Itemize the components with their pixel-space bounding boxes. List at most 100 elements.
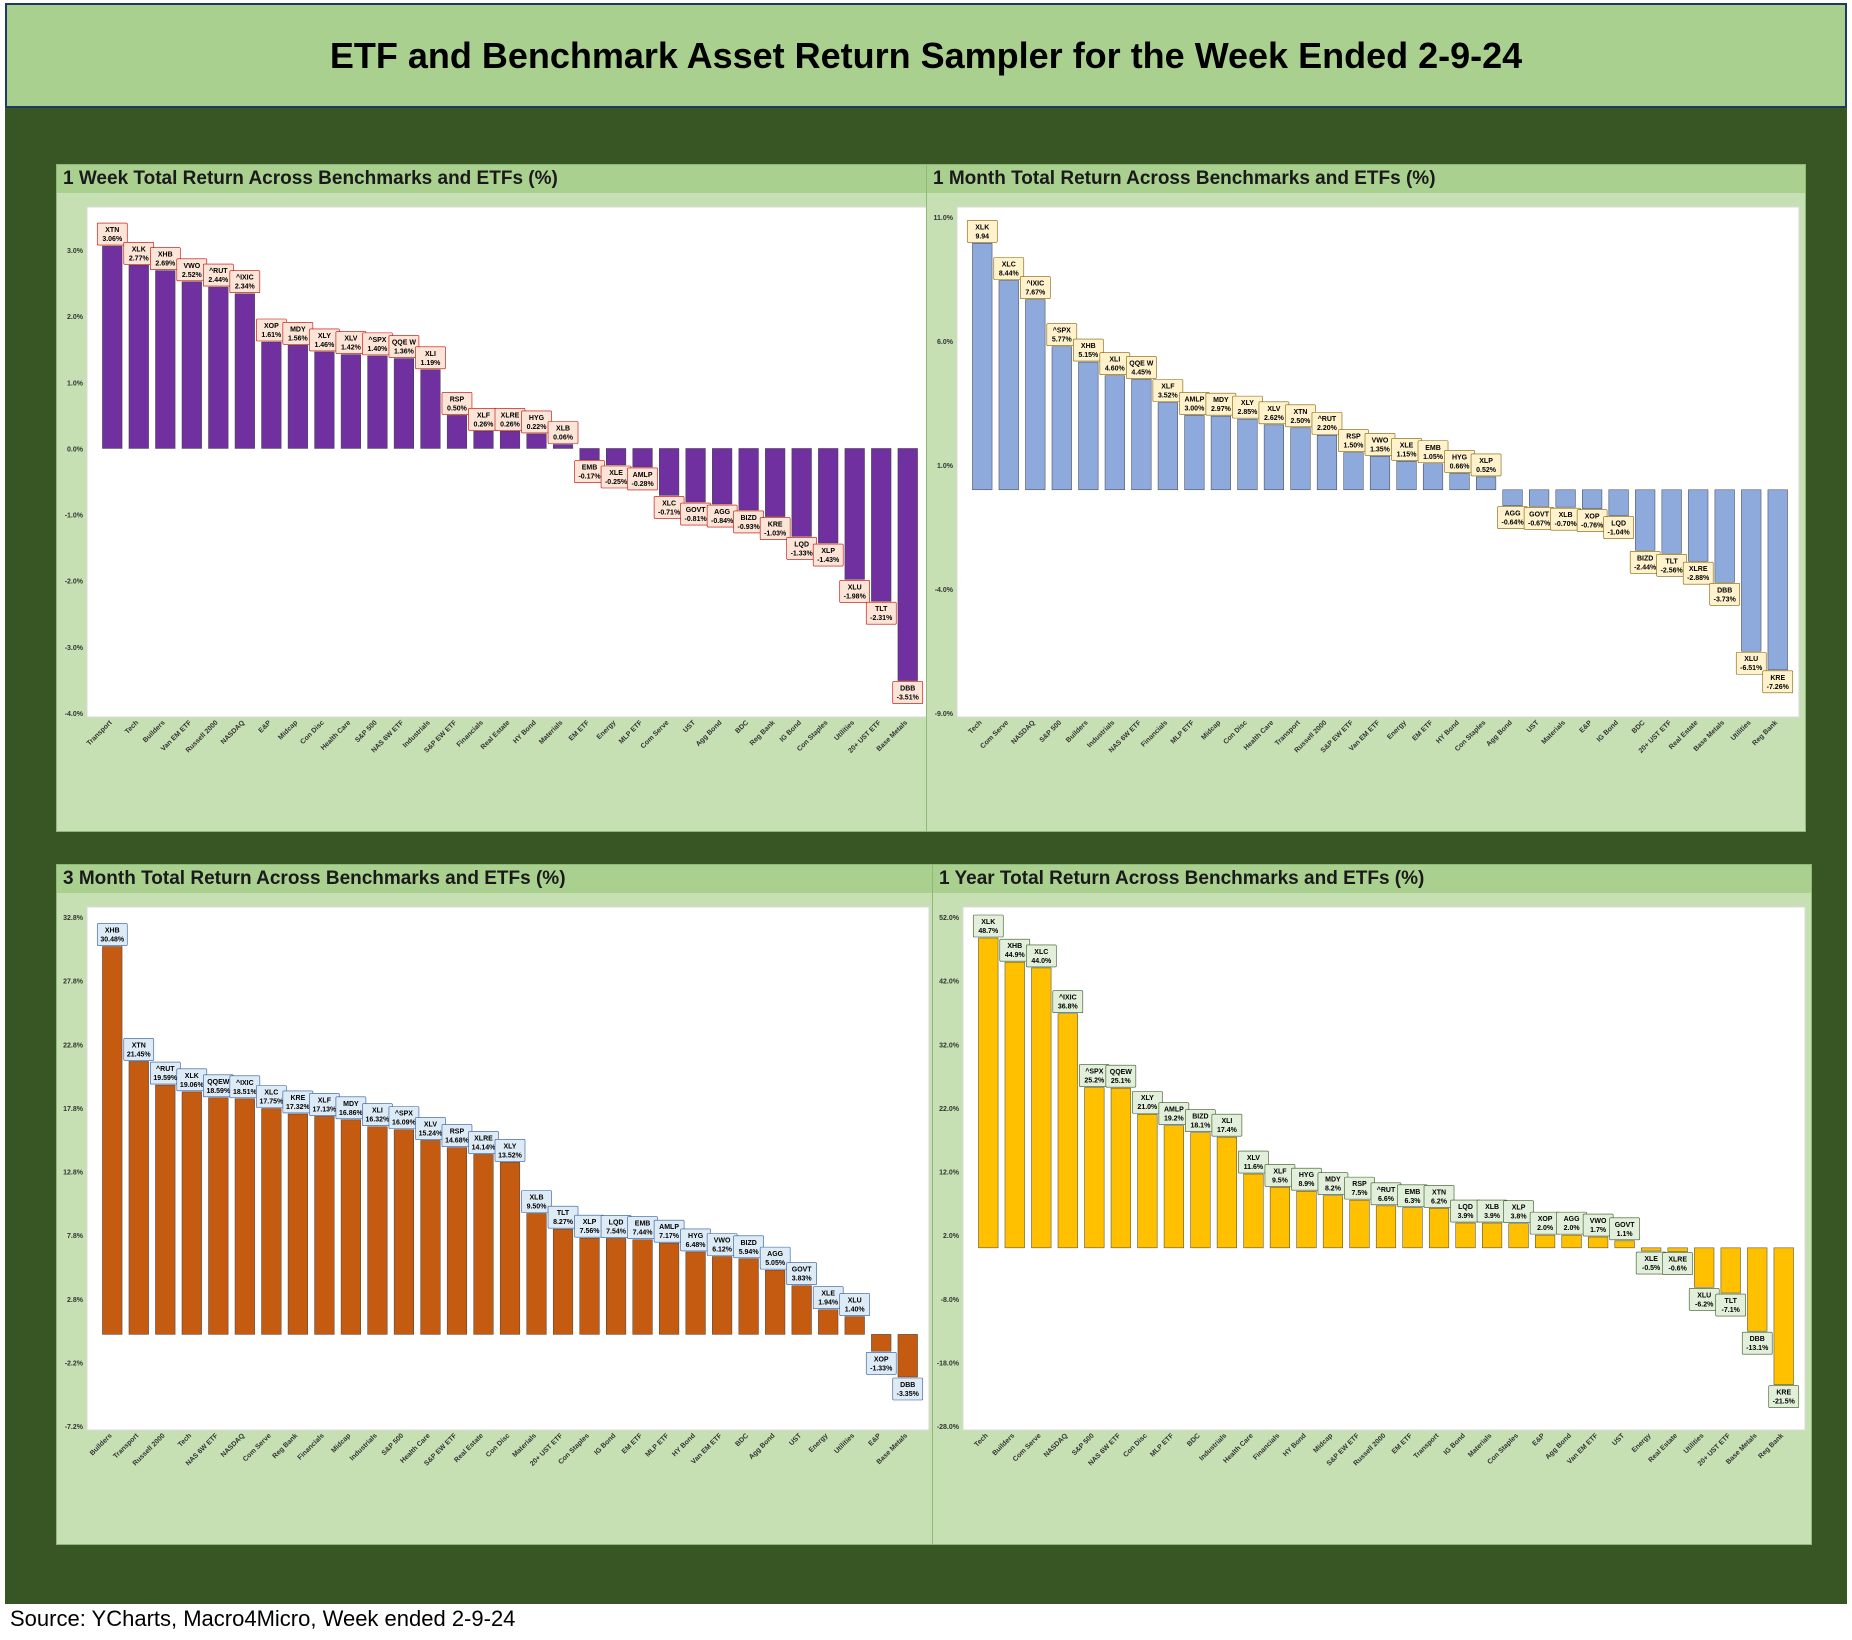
- data-label-box: [1126, 356, 1157, 379]
- bar: [1263, 424, 1284, 491]
- ticker-label: QQE W: [1129, 360, 1154, 367]
- value-label: 2.0%: [1564, 1225, 1581, 1232]
- page-title: ETF and Benchmark Asset Return Sampler f…: [329, 34, 1523, 76]
- ticker-label: ^IXIC: [1026, 280, 1044, 288]
- value-label: 6.48%: [686, 1242, 707, 1249]
- value-label: 25.2%: [1084, 1078, 1105, 1085]
- value-label: -3.35%: [897, 1391, 920, 1398]
- category-label: Con Disc: [1222, 719, 1248, 745]
- bar: [1057, 1013, 1078, 1249]
- category-label: Agg Bond: [1544, 1432, 1573, 1461]
- category-label: E&P: [258, 719, 273, 734]
- data-label-box: [839, 1293, 871, 1316]
- value-label: 18.59%: [206, 1088, 231, 1095]
- ticker-label: VWO: [1590, 1218, 1607, 1225]
- value-label: 21.45%: [127, 1051, 152, 1058]
- category-label: Con Disc: [299, 719, 325, 745]
- value-label: -1.33%: [870, 1365, 893, 1372]
- y-tick-label: 12.8%: [63, 1170, 84, 1177]
- source-note: Source: YCharts, Macro4Micro, Week ended…: [10, 1606, 516, 1631]
- ticker-label: XLP: [1512, 1205, 1526, 1212]
- chart-board: 1 Week Total Return Across Benchmarks an…: [5, 108, 1847, 1604]
- ticker-label: RSP: [450, 1129, 465, 1136]
- bar: [1694, 1247, 1715, 1288]
- bar: [1216, 1136, 1237, 1249]
- ticker-label: DBB: [900, 686, 915, 693]
- y-tick-label: 42.0%: [939, 979, 960, 986]
- bar: [1773, 1247, 1794, 1385]
- ticker-label: XLV: [344, 336, 357, 343]
- ticker-label: XOP: [874, 1356, 889, 1363]
- chart-3-month: 32.8% 27.8% 22.8% 17.8% 12.8% 7.8% 2.8% -2.2% -7…: [63, 906, 930, 1468]
- bar: [1635, 489, 1656, 551]
- value-label: 44.9%: [1005, 952, 1026, 959]
- ticker-label: XHB: [105, 928, 120, 935]
- data-label-box: [733, 1235, 764, 1259]
- ticker-label: ^SPX: [1085, 1068, 1103, 1076]
- data-label-box: [1735, 651, 1767, 675]
- value-label: 1.94%: [818, 1300, 839, 1307]
- value-label: 1.40%: [367, 346, 388, 353]
- bar: [738, 448, 759, 511]
- ticker-label: QQEW: [207, 1079, 230, 1086]
- bar: [1714, 489, 1735, 583]
- y-tick-label: 12.0%: [939, 1170, 960, 1177]
- ticker-label: HYG: [529, 415, 545, 422]
- ticker-label: BIZD: [1637, 555, 1653, 562]
- value-label: -0.6%: [1669, 1266, 1688, 1273]
- category-label: MLP ETF: [1170, 719, 1197, 746]
- category-label: BDC: [734, 1432, 750, 1448]
- ticker-label: AMLP: [1184, 396, 1204, 403]
- bar: [1661, 489, 1682, 554]
- ticker-label: TLT: [875, 606, 888, 613]
- ticker-label: HYG: [1299, 1172, 1315, 1179]
- value-label: 19.06%: [180, 1082, 205, 1089]
- value-label: 8.2%: [1325, 1186, 1342, 1193]
- category-label: Tech: [177, 1432, 193, 1448]
- data-label-box: [1609, 1217, 1640, 1241]
- bar: [606, 448, 627, 466]
- ticker-label: AMLP: [633, 472, 653, 479]
- ticker-label: QQEW: [1110, 1069, 1133, 1076]
- ticker-label: ^SPX: [1053, 327, 1071, 335]
- category-label: Agg Bond: [748, 1432, 777, 1461]
- ticker-label: XLK: [975, 224, 989, 231]
- bar: [998, 280, 1019, 491]
- ticker-label: XLC: [662, 500, 676, 507]
- value-label: 17.32%: [286, 1104, 311, 1111]
- ticker-label: MDY: [1325, 1177, 1341, 1184]
- panel-1-year: 1 Year Total Return Across Benchmarks an…: [932, 864, 1812, 1545]
- value-label: -0.84%: [711, 518, 734, 525]
- ticker-label: LQD: [1458, 1204, 1473, 1211]
- data-label-box: [1105, 1064, 1137, 1088]
- value-label: -0.81%: [685, 516, 708, 523]
- value-label: 1.1%: [1617, 1231, 1634, 1238]
- value-label: 17.4%: [1217, 1127, 1238, 1134]
- value-label: 30.48%: [100, 937, 125, 944]
- value-label: 1.61%: [261, 332, 282, 339]
- category-label: Reg Bank: [271, 1432, 299, 1460]
- ticker-label: XLI: [1221, 1118, 1232, 1125]
- category-label: Agg Bond: [695, 719, 724, 748]
- bar: [1535, 1234, 1556, 1249]
- value-label: 48.7%: [978, 928, 999, 935]
- ticker-label: AMLP: [1164, 1107, 1184, 1114]
- value-label: 44.0%: [1031, 958, 1052, 965]
- category-label: E&P: [1578, 719, 1593, 734]
- bar: [1343, 452, 1364, 491]
- value-label: -3.51%: [897, 695, 920, 702]
- y-tick-label: 22.0%: [939, 1106, 960, 1113]
- category-label: Energy: [1631, 1432, 1653, 1454]
- ticker-label: XLB: [1559, 512, 1573, 519]
- value-label: -0.76%: [1581, 523, 1604, 530]
- ticker-label: XTN: [132, 1042, 146, 1049]
- y-tick-label: 6.0%: [937, 339, 954, 346]
- value-label: 4.60%: [1105, 366, 1126, 373]
- bar: [1084, 1087, 1105, 1249]
- bar: [844, 448, 865, 580]
- ticker-label: VWO: [183, 263, 200, 270]
- value-label: -0.5%: [1642, 1265, 1661, 1272]
- panel-1-month: 1 Month Total Return Across Benchmarks a…: [926, 164, 1806, 832]
- bar: [1582, 489, 1603, 509]
- value-label: 11.6%: [1244, 1164, 1264, 1171]
